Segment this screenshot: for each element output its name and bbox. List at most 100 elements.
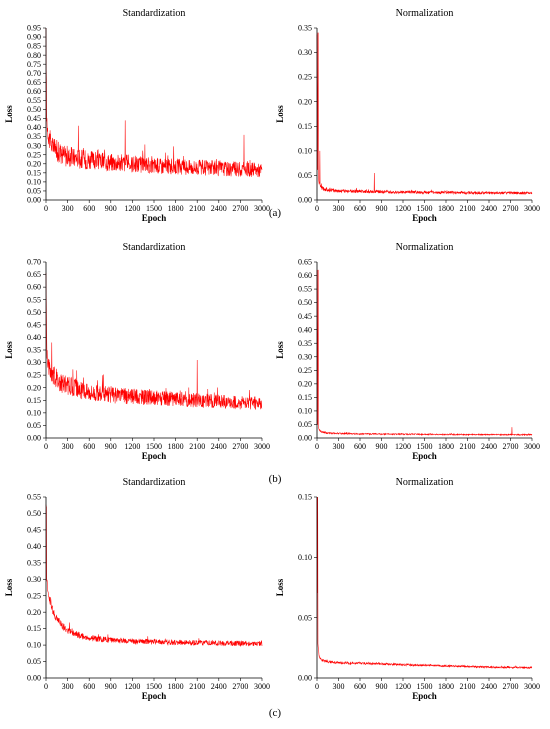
x-axis-label: Epoch	[142, 213, 167, 223]
y-tick-label: 0.15	[27, 168, 41, 177]
y-tick-label: 0.50	[27, 509, 41, 518]
chart-title: Normalization	[396, 477, 454, 488]
y-tick-label: 0.35	[27, 558, 41, 567]
y-tick-label: 0.10	[27, 177, 41, 186]
y-tick-label: 0.90	[27, 33, 41, 42]
x-tick-label: 1200	[124, 442, 140, 451]
y-tick-label: 0.25	[27, 591, 41, 600]
chart-a-1: Normalization 0.00 0.05 0.10 0.15 0.20 0.25 0.3…	[275, 8, 540, 223]
chart-title: Standardization	[123, 477, 186, 488]
x-tick-label: 2400	[211, 204, 227, 213]
chart-c-5: Normalization 0.00 0.05 0.10 0.15 0 300 600 900 1…	[275, 477, 540, 701]
x-tick-label: 600	[354, 442, 366, 451]
y-tick-label: 0.45	[27, 114, 41, 123]
y-tick-label: 0.30	[298, 48, 312, 57]
y-axis-label: Loss	[275, 105, 285, 123]
x-tick-label: 900	[376, 204, 388, 213]
series-line	[45, 272, 263, 410]
y-tick-label: 0.60	[298, 271, 312, 280]
y-tick-label: 0.25	[27, 150, 41, 159]
y-tick-label: 0.60	[27, 283, 41, 292]
y-tick-label: 0.40	[27, 333, 41, 342]
x-tick-label: 3000	[254, 442, 270, 451]
y-tick-label: 0.85	[27, 42, 41, 51]
y-tick-label: 0.30	[298, 352, 312, 361]
x-tick-label: 300	[333, 682, 345, 691]
y-tick-label: 0.25	[298, 73, 312, 82]
y-tick-label: 0.55	[298, 285, 312, 294]
y-axis-label: Loss	[4, 578, 14, 596]
y-tick-label: 0.30	[27, 575, 41, 584]
y-tick-label: 0.80	[27, 51, 41, 60]
x-tick-label: 1500	[146, 682, 162, 691]
y-tick-label: 0.20	[27, 159, 41, 168]
x-tick-label: 1800	[438, 682, 454, 691]
x-tick-label: 1200	[395, 204, 411, 213]
y-tick-label: 0.30	[27, 358, 41, 367]
y-tick-label: 0.10	[298, 146, 312, 155]
x-tick-label: 1500	[146, 204, 162, 213]
series-line	[316, 496, 533, 670]
series-line	[45, 504, 263, 647]
x-tick-label: 1200	[124, 682, 140, 691]
y-axis-label: Loss	[4, 341, 14, 359]
chart-title: Standardization	[123, 8, 186, 19]
x-tick-label: 0	[44, 204, 48, 213]
x-tick-label: 1200	[124, 204, 140, 213]
x-tick-label: 2700	[232, 204, 248, 213]
y-tick-label: 0.00	[27, 434, 41, 443]
y-tick-label: 0.20	[27, 383, 41, 392]
series-line	[316, 32, 533, 196]
panel-label-c: (c)	[269, 707, 282, 719]
y-tick-label: 0.25	[298, 366, 312, 375]
y-tick-label: 0.65	[27, 78, 41, 87]
x-tick-label: 300	[62, 442, 74, 451]
y-tick-label: 0.15	[27, 396, 41, 405]
y-tick-label: 0.05	[298, 420, 312, 429]
y-tick-label: 0.65	[298, 258, 312, 267]
y-tick-label: 0.75	[27, 60, 41, 69]
x-tick-label: 1800	[438, 442, 454, 451]
x-tick-label: 0	[44, 442, 48, 451]
x-tick-label: 600	[83, 682, 95, 691]
y-tick-label: 0.10	[27, 641, 41, 650]
y-tick-label: 0.45	[298, 312, 312, 321]
y-axis-label: Loss	[4, 105, 14, 123]
y-tick-label: 0.00	[298, 434, 312, 443]
y-tick-label: 0.10	[298, 407, 312, 416]
x-tick-label: 600	[83, 442, 95, 451]
y-tick-label: 0.40	[27, 123, 41, 132]
y-tick-label: 0.70	[27, 258, 41, 267]
chart-b-3: Normalization 0.00 0.05 0.10 0.15 0.20 0.25 0.3…	[275, 242, 540, 461]
x-tick-label: 2700	[232, 442, 248, 451]
y-tick-label: 0.35	[27, 346, 41, 355]
y-tick-label: 0.15	[298, 393, 312, 402]
y-tick-label: 0.35	[298, 339, 312, 348]
y-tick-label: 0.60	[27, 87, 41, 96]
y-tick-label: 0.65	[27, 270, 41, 279]
x-axis-label: Epoch	[142, 691, 167, 701]
y-tick-label: 0.15	[298, 493, 312, 502]
x-tick-label: 0	[44, 682, 48, 691]
chart-title: Normalization	[396, 8, 454, 19]
x-tick-label: 300	[333, 442, 345, 451]
x-tick-label: 3000	[254, 204, 270, 213]
y-tick-label: 0.05	[298, 613, 312, 622]
x-tick-label: 1800	[438, 204, 454, 213]
chart-title: Normalization	[396, 242, 454, 253]
x-tick-label: 2100	[460, 442, 476, 451]
x-tick-label: 3000	[524, 442, 540, 451]
x-tick-label: 0	[315, 682, 319, 691]
x-tick-label: 2400	[211, 442, 227, 451]
x-tick-label: 900	[105, 442, 117, 451]
chart-title: Standardization	[123, 242, 186, 253]
x-tick-label: 2100	[189, 682, 205, 691]
y-tick-label: 0.70	[27, 69, 41, 78]
y-tick-label: 0.05	[298, 171, 312, 180]
y-tick-label: 0.00	[27, 196, 41, 205]
y-axis-label: Loss	[275, 578, 285, 596]
x-tick-label: 0	[315, 204, 319, 213]
y-tick-label: 0.45	[27, 320, 41, 329]
y-tick-label: 0.15	[27, 624, 41, 633]
